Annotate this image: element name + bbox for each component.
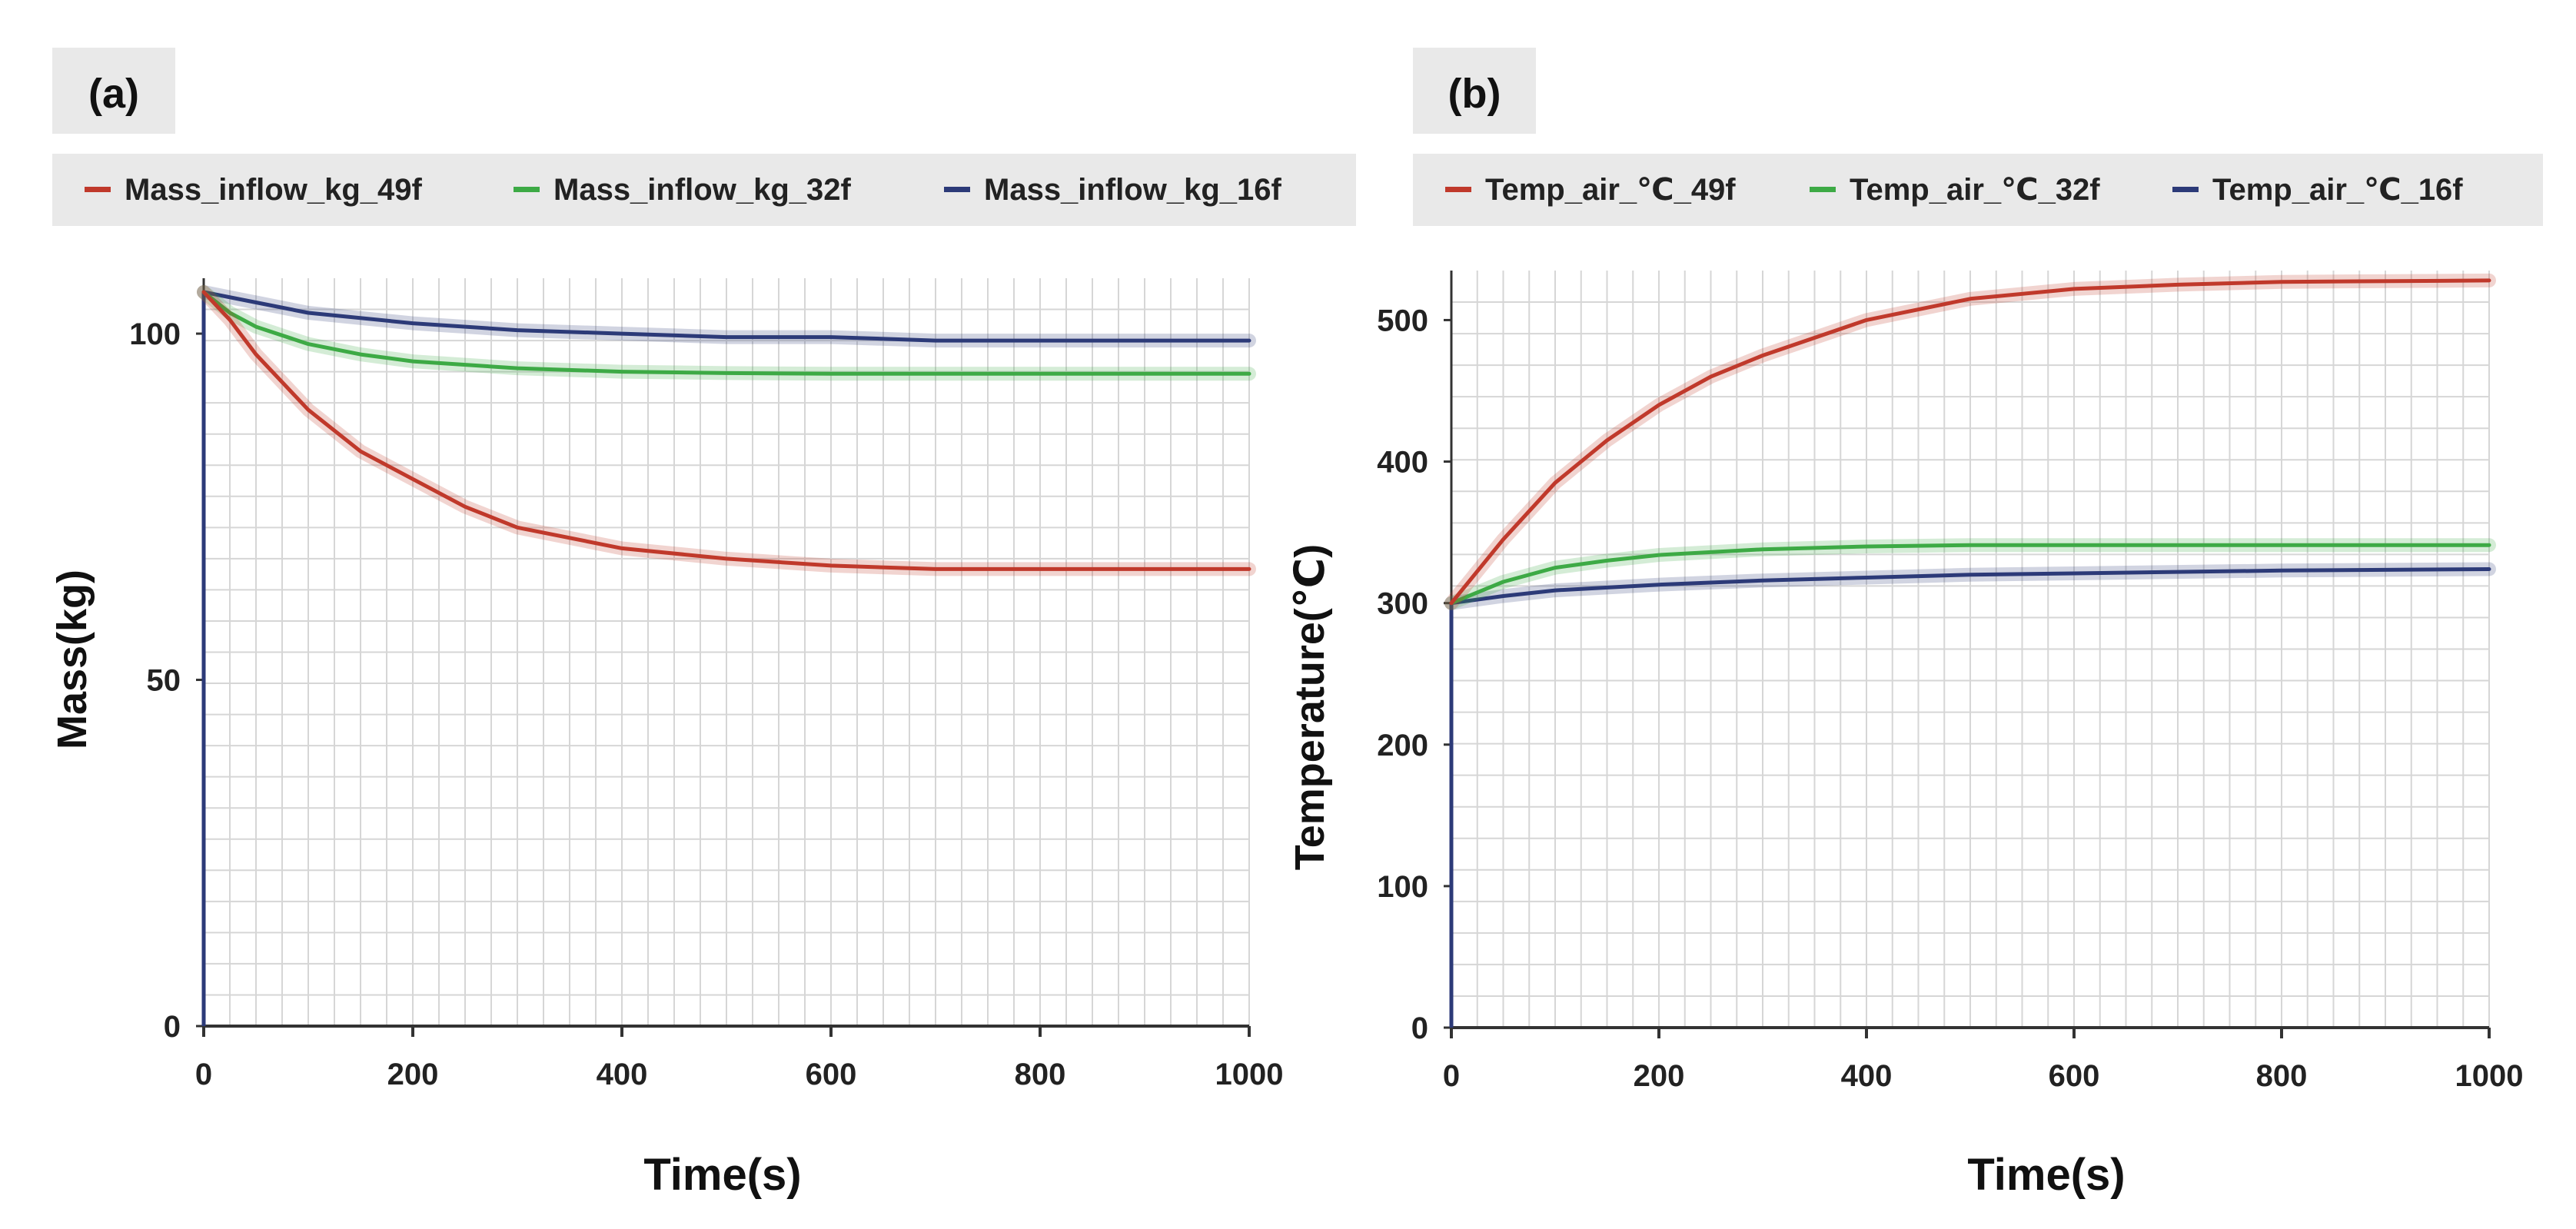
y-tick-label: 500 xyxy=(1377,304,1428,337)
panel-b-gridlines xyxy=(1451,271,2490,1028)
legend-label-temp-32f: Temp_air_℃_32f xyxy=(1850,173,2100,207)
panel-b-y-ticks: 0 100 200 300 400 500 xyxy=(1377,304,1451,1045)
x-tick-label: 1000 xyxy=(2455,1059,2524,1093)
x-tick-label: 600 xyxy=(2049,1059,2100,1093)
x-tick-label: 800 xyxy=(2256,1059,2308,1093)
legend-swatch-temp-49f xyxy=(1445,187,1471,192)
panel-b-xlabel: Time(s) xyxy=(1967,1150,2125,1200)
legend-swatch-mass-49f xyxy=(85,187,111,192)
x-tick-label: 400 xyxy=(597,1058,648,1091)
legend-swatch-temp-16f xyxy=(2172,187,2199,192)
panel-b-series xyxy=(1444,273,2496,610)
panel-a-xlabel: Time(s) xyxy=(643,1150,801,1200)
legend-label-mass-49f: Mass_inflow_kg_49f xyxy=(125,173,422,207)
legend-swatch-temp-32f xyxy=(1810,187,1836,192)
panel-b-legend-bg xyxy=(1413,154,2543,226)
panel-b-ylabel: Temperature(℃) xyxy=(1287,544,1333,870)
panel-b-x-ticks: 0 200 400 600 800 1000 xyxy=(1443,1028,2524,1093)
x-tick-label: 200 xyxy=(1634,1059,1685,1093)
x-tick-label: 200 xyxy=(387,1058,439,1091)
legend-label-mass-16f: Mass_inflow_kg_16f xyxy=(984,173,1281,207)
y-tick-label: 400 xyxy=(1377,446,1428,480)
legend-swatch-mass-16f xyxy=(944,187,970,192)
panel-a: (a) Mass_inflow_kg_49f Mass_inflow_kg_32… xyxy=(49,48,1356,1200)
x-tick-label: 1000 xyxy=(1215,1058,1284,1091)
series-line-mass-inflow-kg-32f xyxy=(201,290,1251,376)
panel-a-gridlines xyxy=(204,278,1250,1027)
legend-label-temp-16f: Temp_air_℃_16f xyxy=(2212,173,2463,207)
series-line-temp-air-32f xyxy=(1449,543,2491,606)
panel-a-series xyxy=(197,285,1256,576)
panel-b-legend: Temp_air_℃_49f Temp_air_℃_32f Temp_air_℃… xyxy=(1445,173,2463,207)
legend-label-mass-32f: Mass_inflow_kg_32f xyxy=(553,173,851,207)
legend-label-temp-49f: Temp_air_℃_49f xyxy=(1485,173,1736,207)
y-tick-label: 50 xyxy=(147,664,181,698)
y-tick-label: 100 xyxy=(1377,870,1428,904)
panel-a-x-ticks: 0 200 400 600 800 1000 xyxy=(195,1026,1284,1091)
y-tick-label: 200 xyxy=(1377,729,1428,762)
panel-a-tag-bg xyxy=(52,48,175,134)
panel-b-plot: 0 200 400 600 800 1000 0 100 200 300 400 500 xyxy=(1377,271,2523,1093)
y-tick-label: 300 xyxy=(1377,587,1428,621)
x-tick-label: 800 xyxy=(1015,1058,1066,1091)
panel-a-legend-bg xyxy=(52,154,1356,226)
y-tick-label: 0 xyxy=(1411,1011,1428,1045)
series-line-mass-inflow-kg-16f xyxy=(201,290,1251,343)
y-tick-label: 100 xyxy=(129,317,181,351)
panel-b: (b) Temp_air_℃_49f Temp_air_℃_32f Temp_a… xyxy=(1287,48,2543,1200)
panel-b-tag-bg xyxy=(1413,48,1536,134)
series-line-mass-inflow-kg-49f xyxy=(201,290,1251,571)
series-line-temp-air-49f xyxy=(1449,278,2491,606)
panel-a-ylabel: Mass(kg) xyxy=(49,570,95,749)
x-tick-label: 0 xyxy=(1443,1059,1460,1093)
x-tick-label: 600 xyxy=(806,1058,857,1091)
series-line-temp-air-16f xyxy=(1449,567,2491,606)
panel-a-plot: 0 200 400 600 800 1000 0 50 100 xyxy=(129,278,1283,1091)
panel-a-y-ticks: 0 50 100 xyxy=(129,317,204,1044)
panel-a-legend: Mass_inflow_kg_49f Mass_inflow_kg_32f Ma… xyxy=(85,173,1281,207)
x-tick-label: 400 xyxy=(1841,1059,1893,1093)
panel-b-tag: (b) xyxy=(1448,71,1501,117)
legend-swatch-mass-32f xyxy=(514,187,540,192)
y-tick-label: 0 xyxy=(164,1010,181,1044)
panel-a-tag: (a) xyxy=(88,71,139,117)
x-tick-label: 0 xyxy=(195,1058,212,1091)
